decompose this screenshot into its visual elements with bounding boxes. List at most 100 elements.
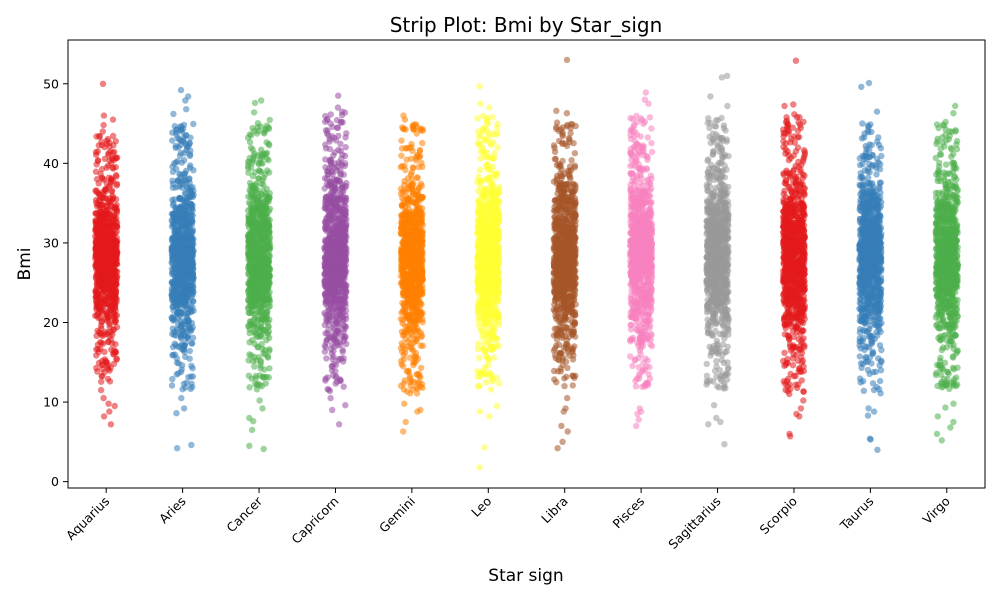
data-point [169, 242, 177, 250]
data-point [171, 328, 178, 336]
data-point [400, 209, 408, 217]
data-point [264, 296, 271, 303]
data-point [400, 380, 407, 387]
data-point [112, 171, 120, 179]
data-point [401, 162, 408, 170]
data-point [251, 340, 258, 347]
data-point [321, 253, 329, 261]
data-point [245, 199, 253, 206]
data-point [169, 255, 176, 262]
outlier-point [183, 106, 190, 113]
data-point [326, 317, 333, 324]
data-point [101, 228, 108, 235]
data-point [398, 137, 405, 144]
data-point [189, 291, 196, 298]
outlier-point [335, 92, 342, 99]
data-point [104, 375, 112, 383]
data-point [98, 138, 105, 145]
data-point [398, 202, 406, 209]
data-point [103, 330, 111, 337]
data-point [245, 215, 252, 222]
data-point [408, 169, 415, 176]
data-point [263, 192, 270, 199]
data-point [187, 134, 194, 141]
data-point [245, 357, 252, 364]
data-point [94, 261, 101, 268]
data-point [335, 232, 342, 240]
data-point [176, 195, 183, 203]
data-point [413, 384, 420, 391]
data-point [245, 323, 252, 330]
data-point [188, 212, 195, 219]
data-point [397, 315, 405, 323]
data-point [246, 329, 253, 337]
data-point [329, 372, 337, 379]
data-point [102, 188, 109, 195]
data-point [403, 156, 410, 163]
data-point [97, 339, 104, 346]
data-point [417, 342, 424, 349]
data-point [330, 335, 338, 342]
data-point [400, 253, 407, 260]
data-point [257, 362, 264, 369]
outlier-point [259, 405, 266, 412]
data-point [181, 240, 189, 247]
data-point [92, 225, 100, 232]
data-point [178, 223, 185, 230]
outlier-point [99, 80, 107, 88]
outlier-point [100, 394, 107, 402]
data-point [398, 279, 405, 287]
data-point [337, 140, 344, 147]
data-point [247, 298, 254, 305]
data-point [261, 304, 268, 311]
outlier-point [97, 386, 105, 394]
data-point [246, 384, 253, 391]
data-point [405, 275, 412, 282]
data-point [413, 174, 421, 181]
data-point [403, 238, 410, 245]
data-point [252, 380, 259, 388]
data-point [112, 340, 119, 348]
data-point [414, 309, 421, 316]
data-point [400, 181, 408, 189]
data-point [404, 247, 412, 255]
data-point [256, 199, 263, 206]
data-point [110, 360, 118, 367]
data-point [168, 382, 176, 389]
data-point [325, 235, 332, 243]
outlier-point [250, 109, 258, 116]
data-point [406, 301, 413, 309]
data-point [263, 149, 271, 157]
data-point [169, 177, 176, 184]
data-point [403, 193, 410, 200]
data-point [175, 308, 182, 316]
data-point [256, 240, 264, 247]
data-point [92, 196, 100, 204]
data-point [258, 382, 266, 390]
data-point [259, 218, 267, 225]
data-point [187, 151, 194, 158]
data-point [262, 314, 269, 321]
data-point [416, 153, 424, 160]
data-point [328, 274, 336, 281]
data-point [323, 337, 330, 344]
data-point [98, 215, 105, 222]
data-point [93, 240, 100, 247]
outlier-point [258, 97, 265, 104]
data-point [176, 210, 183, 218]
data-point [322, 300, 329, 308]
data-point [113, 274, 121, 282]
data-point [96, 191, 103, 198]
data-point [97, 305, 105, 312]
data-point [247, 132, 255, 139]
data-point [343, 250, 350, 257]
data-point [108, 155, 116, 162]
data-point [413, 199, 420, 206]
data-point [184, 267, 192, 274]
data-point [412, 121, 420, 128]
data-point [101, 143, 108, 151]
data-point [95, 349, 103, 356]
data-point [410, 347, 417, 354]
data-point [266, 238, 273, 245]
